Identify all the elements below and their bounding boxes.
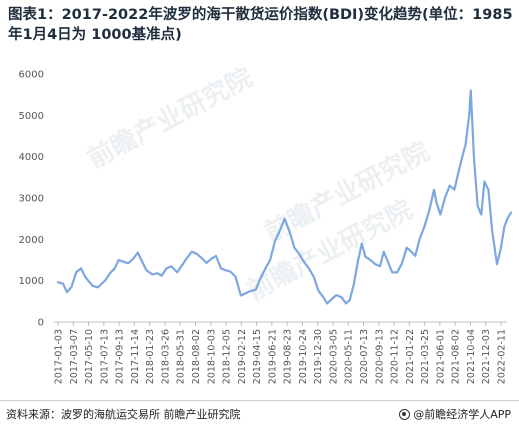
- y-tick-label: 1000: [19, 276, 44, 287]
- footer-divider: [0, 400, 519, 401]
- x-tick-label: 2017-09-13: [115, 329, 126, 384]
- x-tick-label: 2018-05-31: [176, 329, 187, 384]
- y-tick-label: 0: [38, 318, 44, 329]
- x-tick-label: 2021-12-03: [481, 329, 492, 384]
- y-tick-label: 3000: [19, 194, 44, 205]
- x-tick-label: 2021-06-01: [435, 329, 446, 384]
- x-tick-label: 2020-03-05: [328, 329, 339, 384]
- x-tick-label: 2021-10-04: [466, 329, 477, 384]
- x-tick-label: 2019-02-12: [237, 329, 248, 384]
- y-tick-label: 2000: [19, 235, 44, 246]
- x-tick-label: 2020-05-11: [344, 329, 355, 384]
- x-tick-label: 2019-10-24: [298, 329, 309, 384]
- x-tick-label: 2020-07-13: [359, 329, 370, 384]
- y-axis-ticks: 0 1000 2000 3000 4000 5000 6000: [19, 70, 44, 329]
- x-axis-ticks: 2017-01-03 2017-03-07 2017-05-10 2017-07-13…: [54, 322, 508, 384]
- brand-label: @前瞻经济学人APP: [399, 406, 511, 422]
- x-tick-label: 2018-03-26: [160, 329, 171, 384]
- brand-logo-icon: [399, 408, 411, 420]
- x-tick-label: 2017-03-07: [69, 329, 80, 384]
- x-tick-label: 2019-04-15: [252, 329, 263, 384]
- chart-title: 图表1：2017-2022年波罗的海干散货运价指数(BDI)变化趋势(单位：19…: [8, 7, 513, 43]
- x-tick-label: 2017-07-13: [99, 329, 110, 384]
- x-tick-label: 2018-12-05: [222, 329, 233, 384]
- x-tick-label: 2017-11-14: [130, 329, 141, 384]
- brand-text: @前瞻经济学人APP: [413, 408, 511, 421]
- x-tick-label: 2021-01-22: [405, 329, 416, 384]
- x-tick-label: 2019-06-21: [267, 329, 278, 384]
- source-note: 资料来源：波罗的海航运交易所 前瞻产业研究院: [6, 408, 241, 421]
- x-tick-label: 2017-05-10: [84, 329, 95, 384]
- x-tick-label: 2020-11-12: [390, 329, 401, 384]
- x-tick-label: 2022-02-11: [497, 329, 508, 384]
- x-tick-label: 2021-03-25: [420, 329, 431, 384]
- x-tick-label: 2019-12-30: [313, 329, 324, 384]
- x-tick-label: 2018-01-23: [145, 329, 156, 384]
- bdi-series-line: [56, 89, 513, 305]
- x-tick-label: 2018-08-02: [191, 329, 202, 384]
- x-tick-label: 2017-01-03: [54, 329, 65, 384]
- y-tick-label: 6000: [19, 70, 44, 81]
- x-tick-label: 2021-08-02: [451, 329, 462, 384]
- x-tick-label: 2019-08-23: [283, 329, 294, 384]
- x-tick-label: 2018-10-03: [206, 329, 217, 384]
- y-tick-label: 4000: [19, 152, 44, 163]
- x-tick-label: 2020-09-13: [374, 329, 385, 384]
- y-tick-label: 5000: [19, 111, 44, 122]
